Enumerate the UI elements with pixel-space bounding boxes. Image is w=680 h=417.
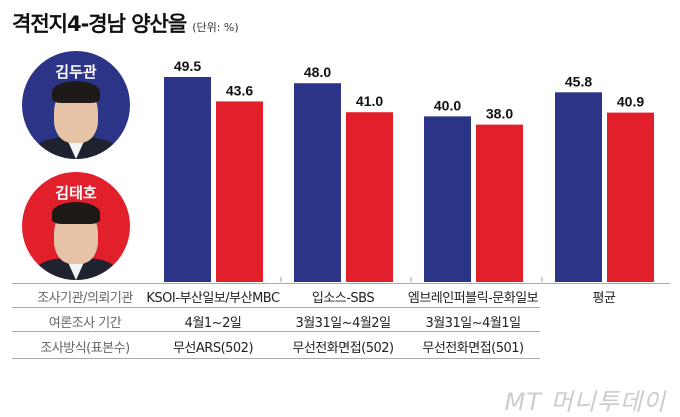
candidate-name: 김태호 — [55, 184, 97, 202]
table-cell: 무선ARS(502) — [172, 341, 254, 356]
bar-kim-taeho — [607, 112, 654, 282]
bar-kim-taeho — [476, 124, 523, 283]
table-cell: 4월1~2일 — [184, 316, 242, 331]
bar-kim-dugwan — [555, 92, 602, 282]
unit-label: (단위: %) — [192, 21, 239, 34]
bar-kim-dugwan — [164, 77, 211, 282]
table-divider — [12, 358, 540, 359]
table-cell: 평균 — [592, 291, 616, 306]
bar-kim-dugwan — [424, 116, 471, 282]
data-label: 38.0 — [486, 106, 513, 122]
table-cell: 무선전화면접(501) — [422, 341, 524, 356]
chart-title: 격전지4-경남 양산을 (단위: %) — [12, 8, 239, 38]
table-cell: KSOI-부산일보/부산MBC — [146, 291, 280, 306]
data-label: 43.6 — [226, 82, 253, 98]
table-divider — [12, 307, 540, 308]
row-label: 조사방식(표본수) — [40, 341, 130, 356]
table-cell: 무선전화면접(502) — [292, 341, 394, 356]
title-text: 격전지4-경남 양산을 — [12, 12, 187, 36]
data-label: 49.5 — [174, 58, 201, 74]
table-cell: 엠브레인퍼블릭-문화일보 — [407, 291, 539, 306]
candidate-photo-kim-taeho: 김태호 — [22, 172, 130, 280]
candidate-photo-kim-dugwan: 김두관 — [22, 51, 130, 159]
bar-chart: 49.5 48.0 40.0 45.8 43.6 41.0 38.0 40.9 — [164, 58, 654, 283]
row-label: 조사기관/의뢰기관 — [37, 291, 133, 306]
portrait-hair — [52, 202, 100, 224]
data-label: 48.0 — [304, 64, 331, 80]
bar-kim-dugwan — [294, 83, 341, 282]
bar-kim-taeho — [346, 112, 393, 282]
table-cell: 3월31일~4월1일 — [425, 316, 521, 331]
candidate-name: 김두관 — [55, 63, 97, 81]
table-cell: 입소스-SBS — [311, 291, 375, 306]
table-divider — [12, 331, 540, 332]
row-label: 여론조사 기간 — [48, 316, 122, 331]
table-cell: 3월31일~4월2일 — [295, 316, 391, 331]
watermark-logo: MT 머니투데이 — [504, 388, 666, 416]
bar-kim-taeho — [216, 101, 263, 282]
table-divider — [12, 283, 670, 284]
data-label: 41.0 — [356, 93, 383, 109]
data-label: 40.9 — [617, 94, 644, 110]
portrait-hair — [52, 81, 100, 103]
data-label: 45.8 — [565, 73, 592, 89]
data-label: 40.0 — [434, 97, 461, 113]
